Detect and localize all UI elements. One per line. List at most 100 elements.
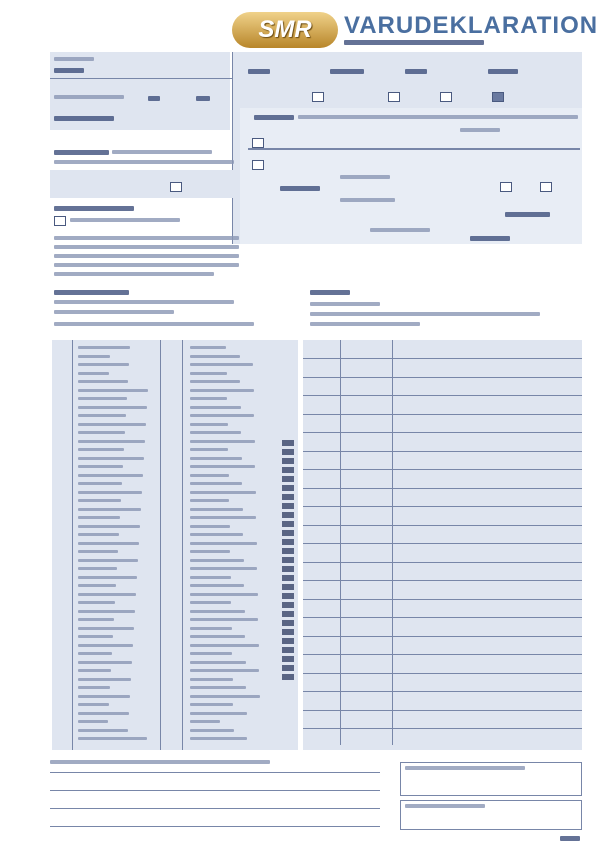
illegible-text (78, 363, 129, 366)
signature-box[interactable] (400, 762, 582, 796)
illegible-text (78, 490, 142, 494)
illegible-text (54, 254, 239, 258)
illegible-text (78, 371, 109, 375)
table-row-line (303, 672, 582, 674)
illegible-text (78, 405, 147, 409)
divider (248, 148, 580, 150)
illegible-text (405, 69, 427, 74)
smr-logo: SMR (232, 12, 338, 48)
write-line[interactable] (50, 808, 380, 809)
sender-info-panel (240, 108, 582, 244)
illegible-text (190, 422, 228, 426)
illegible-text (190, 592, 258, 596)
illegible-text (78, 660, 132, 664)
illegible-text (460, 128, 500, 132)
table-row-line (303, 598, 582, 600)
illegible-text (190, 550, 230, 553)
illegible-text (190, 737, 247, 740)
illegible-text (78, 465, 123, 468)
table-row-line (303, 413, 582, 415)
illegible-text (190, 703, 233, 706)
column-divider (392, 340, 393, 745)
illegible-text (330, 69, 364, 74)
illegible-text (370, 228, 430, 232)
checkbox[interactable] (440, 92, 452, 102)
illegible-text (190, 720, 220, 723)
checkbox[interactable] (54, 216, 66, 226)
illegible-text (190, 346, 226, 349)
illegible-text (78, 652, 112, 655)
illegible-text (560, 836, 580, 841)
table-row-line (303, 395, 582, 396)
illegible-text (190, 448, 228, 451)
illegible-text (78, 533, 119, 536)
illegible-text (190, 388, 254, 392)
illegible-text (190, 660, 246, 664)
illegible-text (78, 686, 110, 689)
write-line[interactable] (50, 772, 380, 773)
illegible-text (78, 592, 136, 596)
illegible-text (78, 499, 121, 502)
checkbox[interactable] (252, 160, 264, 170)
illegible-text (54, 263, 239, 267)
illegible-text (78, 643, 133, 647)
table-row-line (303, 580, 582, 581)
date-box[interactable] (400, 800, 582, 830)
checkbox[interactable] (540, 182, 552, 192)
illegible-text (298, 115, 578, 119)
illegible-text (196, 96, 210, 101)
illegible-text (190, 456, 242, 460)
checkbox[interactable] (312, 92, 324, 102)
illegible-text (310, 322, 420, 326)
illegible-text (190, 473, 229, 477)
illegible-text (190, 711, 247, 715)
table-row-line (303, 432, 582, 433)
illegible-text (54, 245, 239, 249)
checkbox[interactable] (500, 182, 512, 192)
illegible-text (78, 422, 146, 426)
table-row-line (303, 654, 582, 655)
checkbox[interactable] (252, 138, 264, 148)
illegible-text (78, 635, 113, 638)
illegible-text (78, 703, 109, 706)
illegible-text (310, 302, 380, 306)
illegible-text (50, 760, 270, 764)
illegible-text (280, 186, 320, 191)
table-row-line (303, 487, 582, 489)
illegible-text (190, 626, 232, 630)
illegible-text (190, 499, 229, 502)
illegible-text (54, 116, 114, 121)
checkbox[interactable] (388, 92, 400, 102)
illegible-heading (54, 206, 134, 211)
illegible-text (78, 694, 130, 698)
checkbox[interactable] (170, 182, 182, 192)
illegible-text (190, 677, 233, 681)
illegible-text (54, 57, 94, 61)
table-row-line (303, 469, 582, 470)
illegible-heading (54, 290, 129, 295)
illegible-text (54, 322, 254, 326)
table-row-line (303, 506, 582, 507)
table-row-line (303, 728, 582, 729)
write-line[interactable] (50, 826, 380, 827)
illegible-text (78, 456, 144, 460)
illegible-text (78, 567, 117, 570)
illegible-text (190, 380, 240, 383)
illegible-text (340, 175, 390, 179)
illegible-text (78, 584, 116, 587)
illegible-text (78, 414, 126, 417)
divider (182, 340, 183, 750)
checkbox-checked[interactable] (492, 92, 504, 102)
illegible-text (78, 507, 141, 511)
illegible-text (78, 669, 111, 672)
write-line[interactable] (50, 790, 380, 791)
illegible-text (190, 601, 231, 604)
illegible-text (70, 218, 180, 222)
illegible-text (190, 541, 257, 545)
illegible-text (190, 533, 243, 536)
items-table (303, 340, 582, 750)
illegible-text (190, 482, 242, 485)
illegible-text (310, 312, 540, 316)
illegible-text (190, 397, 227, 400)
illegible-text (190, 584, 244, 587)
